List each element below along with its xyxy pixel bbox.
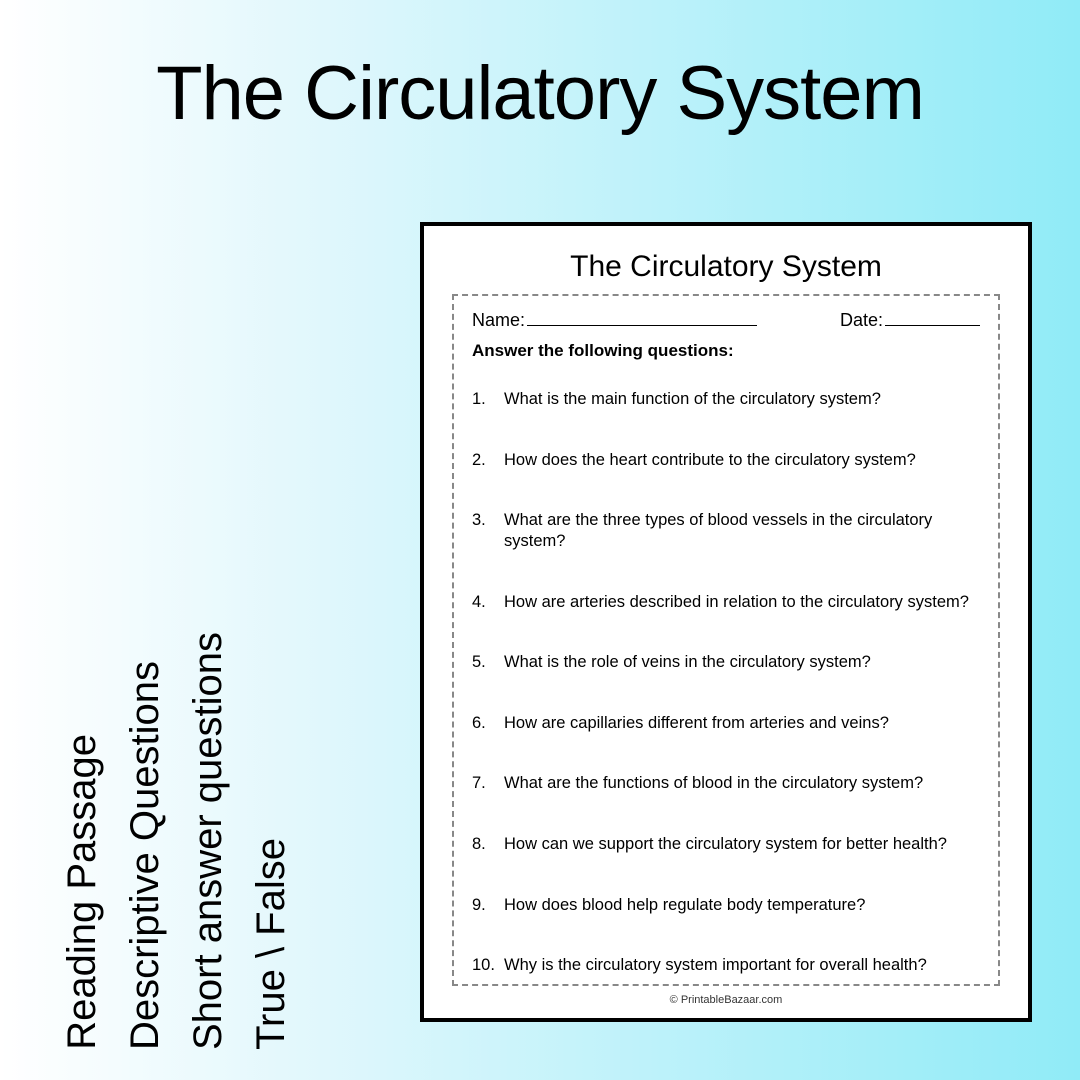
name-blank: [527, 310, 757, 326]
question-item: 3. What are the three types of blood ves…: [472, 510, 980, 551]
question-number: 9.: [472, 895, 504, 916]
question-text: What is the main function of the circula…: [504, 389, 980, 410]
question-text: Why is the circulatory system important …: [504, 955, 980, 976]
question-list: 1. What is the main function of the circ…: [472, 389, 980, 976]
question-text: How does the heart contribute to the cir…: [504, 450, 980, 471]
feature-label: Descriptive Questions: [123, 661, 168, 1050]
question-text: What are the three types of blood vessel…: [504, 510, 980, 551]
question-number: 4.: [472, 592, 504, 613]
worksheet-preview: The Circulatory System Name: Date: Answe…: [420, 222, 1032, 1022]
name-label: Name:: [472, 310, 525, 331]
page-title: The Circulatory System: [0, 50, 1080, 137]
question-text: How are arteries described in relation t…: [504, 592, 980, 613]
question-item: 8. How can we support the circulatory sy…: [472, 834, 980, 855]
question-item: 7. What are the functions of blood in th…: [472, 773, 980, 794]
question-number: 8.: [472, 834, 504, 855]
question-item: 10. Why is the circulatory system import…: [472, 955, 980, 976]
question-number: 5.: [472, 652, 504, 673]
question-number: 1.: [472, 389, 504, 410]
question-item: 1. What is the main function of the circ…: [472, 389, 980, 410]
copyright-text: © PrintableBazaar.com: [452, 994, 1000, 1006]
worksheet-title: The Circulatory System: [452, 250, 1000, 284]
name-field: Name:: [472, 310, 757, 331]
feature-label: True \ False: [249, 838, 294, 1050]
feature-label: Short answer questions: [186, 632, 231, 1050]
question-text: How are capillaries different from arter…: [504, 713, 980, 734]
question-text: How does blood help regulate body temper…: [504, 895, 980, 916]
question-number: 6.: [472, 713, 504, 734]
question-number: 7.: [472, 773, 504, 794]
instruction-text: Answer the following questions:: [472, 341, 980, 361]
worksheet-header-row: Name: Date:: [472, 310, 980, 331]
question-text: How can we support the circulatory syste…: [504, 834, 980, 855]
question-item: 9. How does blood help regulate body tem…: [472, 895, 980, 916]
question-text: What are the functions of blood in the c…: [504, 773, 980, 794]
question-item: 6. How are capillaries different from ar…: [472, 713, 980, 734]
question-number: 2.: [472, 450, 504, 471]
date-field: Date:: [840, 310, 980, 331]
feature-labels: Reading Passage Descriptive Questions Sh…: [60, 632, 294, 1050]
worksheet-body: Name: Date: Answer the following questio…: [452, 294, 1000, 986]
question-item: 2. How does the heart contribute to the …: [472, 450, 980, 471]
question-text: What is the role of veins in the circula…: [504, 652, 980, 673]
feature-label: Reading Passage: [60, 734, 105, 1050]
date-blank: [885, 310, 980, 326]
question-item: 5. What is the role of veins in the circ…: [472, 652, 980, 673]
question-item: 4. How are arteries described in relatio…: [472, 592, 980, 613]
question-number: 3.: [472, 510, 504, 551]
date-label: Date:: [840, 310, 883, 331]
question-number: 10.: [472, 955, 504, 976]
